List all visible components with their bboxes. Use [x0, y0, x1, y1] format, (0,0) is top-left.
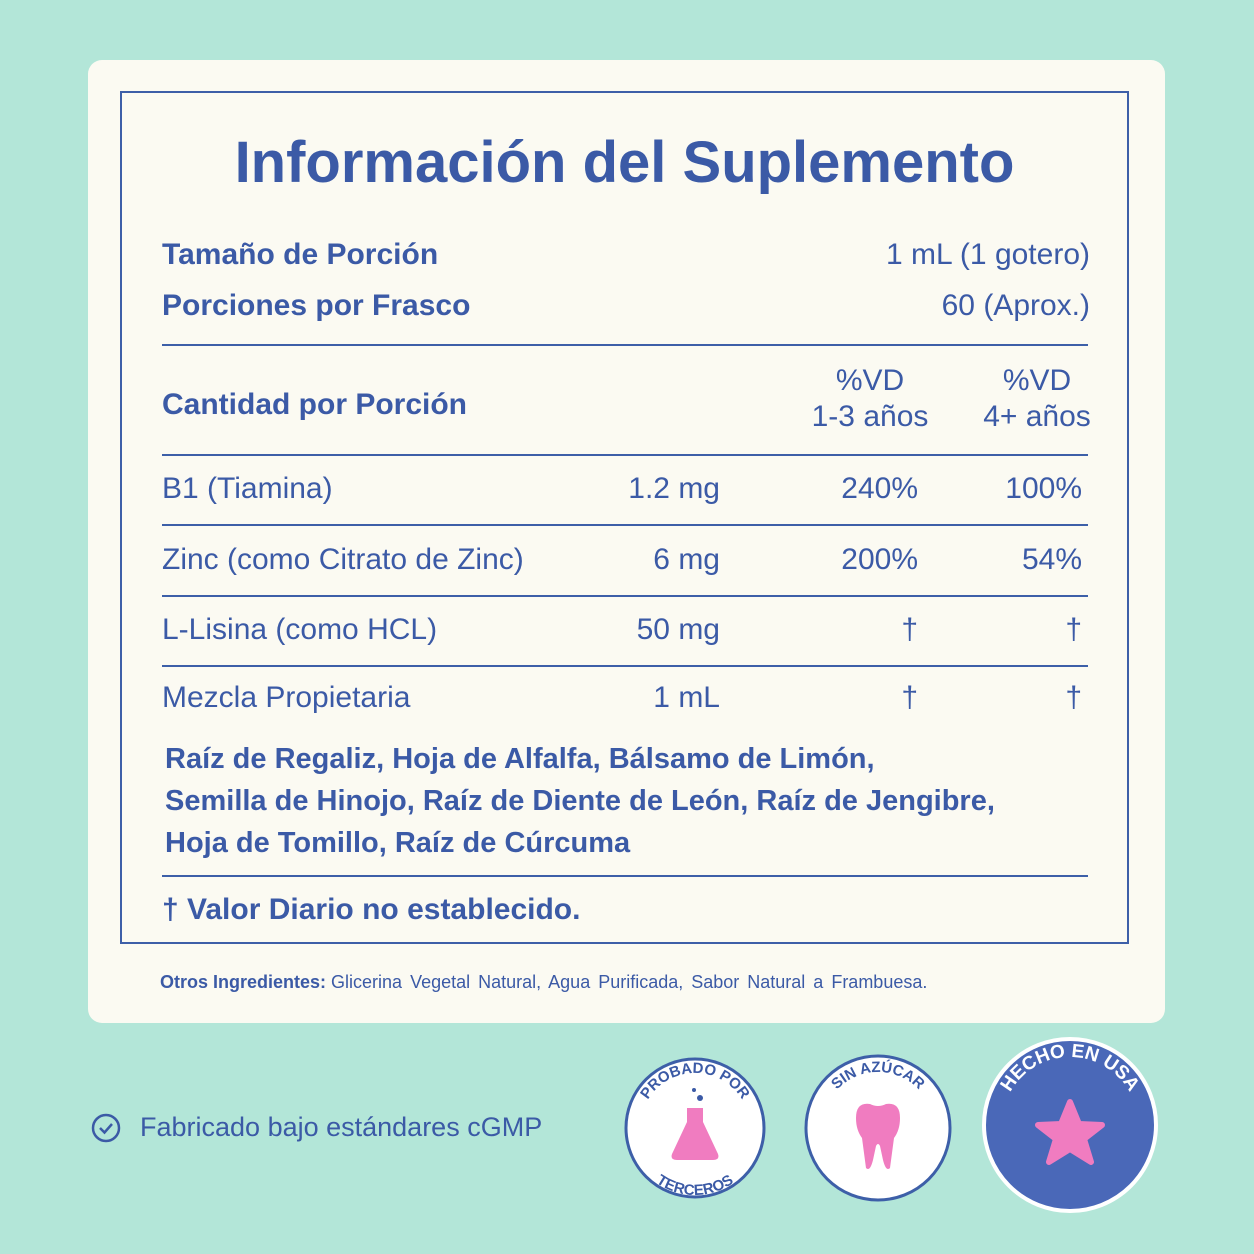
nutrient-name: Mezcla Propietaria [162, 681, 411, 714]
amount: 1.2 mg [628, 472, 720, 505]
amount: 50 mg [636, 613, 720, 646]
blend-line: Semilla de Hinojo, Raíz de Diente de Leó… [165, 785, 995, 817]
column-header: 4+ años [983, 400, 1091, 433]
blend-line: Raíz de Regaliz, Hoja de Alfalfa, Bálsam… [165, 743, 875, 775]
divider [162, 665, 1088, 667]
column-header: %VD [835, 364, 905, 397]
amount: 1 mL [653, 681, 720, 714]
divider [162, 595, 1088, 597]
check-icon [91, 1113, 121, 1143]
certification: Fabricado bajo estándares cGMP [140, 1112, 543, 1142]
divider [162, 344, 1088, 346]
divider [162, 875, 1088, 877]
dv-older: † [1065, 681, 1082, 714]
flask-icon [671, 1108, 719, 1160]
dv-young: † [901, 613, 918, 646]
header-label: Cantidad por Porción [162, 388, 468, 421]
serving-value: 1 mL (1 gotero) [886, 238, 1090, 271]
other-ingredients: Otros Ingredientes: Glicerina Vegetal Na… [160, 972, 927, 993]
dv-young: 200% [841, 543, 918, 576]
amount: 6 mg [653, 543, 720, 576]
tooth-icon [856, 1103, 900, 1169]
divider [162, 524, 1088, 526]
other-label: Otros Ingredientes: [160, 972, 327, 992]
other-text: Glicerina Vegetal Natural, Agua Purifica… [331, 972, 928, 992]
column-header: 1-3 años [811, 400, 929, 433]
badges: PROBADO POR TERCEROS SIN AZÚCAR HECHO EN… [624, 1037, 1158, 1213]
dv-older: † [1065, 613, 1082, 646]
blend-ingredients: Raíz de Regaliz, Hoja de Alfalfa, Bálsam… [165, 738, 995, 864]
column-header: %VD [1002, 364, 1072, 397]
blend-line: Hoja de Tomillo, Raíz de Cúrcuma [165, 827, 631, 859]
title: Información del Suplemento [234, 130, 1015, 195]
panel-border [120, 91, 1129, 944]
footnote: † Valor Diario no establecido. [162, 893, 581, 926]
star-icon [1035, 1099, 1105, 1165]
serving-label: Porciones por Frasco [162, 289, 471, 322]
dv-young: 240% [841, 472, 918, 505]
divider [162, 454, 1088, 456]
serving-label: Tamaño de Porción [162, 238, 439, 271]
dv-older: 54% [1021, 543, 1082, 576]
dv-older: 100% [1005, 472, 1082, 505]
dv-young: † [901, 681, 918, 714]
nutrient-name: L-Lisina (como HCL) [162, 613, 438, 646]
nutrient-name: B1 (Tiamina) [162, 472, 333, 505]
serving-value: 60 (Aprox.) [941, 289, 1090, 322]
nutrient-name: Zinc (como Citrato de Zinc) [162, 543, 524, 576]
card [88, 60, 1165, 1023]
